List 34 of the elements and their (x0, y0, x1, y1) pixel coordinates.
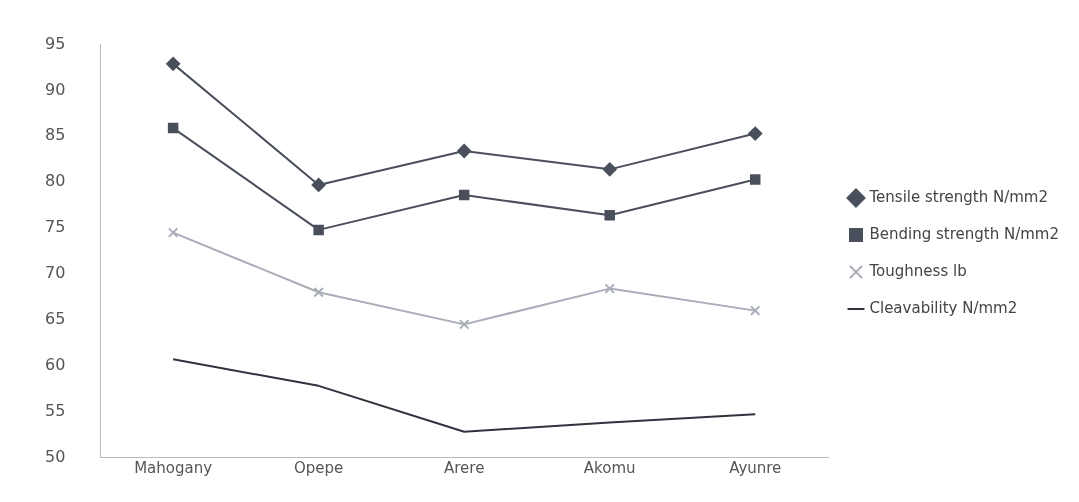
y-tick-label: 65 (45, 308, 66, 328)
y-tick-label: 85 (45, 125, 66, 145)
legend-label: Bending strength N/mm2 (869, 224, 1059, 243)
point (604, 209, 615, 221)
point (749, 305, 761, 316)
y-tick-label: 95 (45, 33, 66, 53)
point (749, 174, 761, 185)
point (458, 319, 470, 330)
y-tick-label: 60 (45, 354, 66, 374)
point (602, 162, 617, 177)
point (311, 177, 326, 192)
point (167, 122, 179, 134)
point (167, 227, 179, 238)
point (313, 287, 324, 298)
x-tick-label: Akomu (583, 459, 636, 478)
point (457, 144, 472, 159)
legend-label: Tensile strength N/mm2 (868, 187, 1048, 206)
x-tick-label: Mahogany (134, 459, 213, 478)
legend-label: Cleavability N/mm2 (869, 298, 1018, 317)
point (748, 126, 763, 141)
x-tick-label: Ayunre (729, 459, 782, 478)
y-tick-label: 55 (45, 400, 66, 420)
y-tick-label: 75 (45, 217, 66, 237)
point (458, 189, 470, 201)
x-tick-label: Opepe (294, 459, 344, 478)
y-tick-label: 80 (45, 171, 66, 191)
legend-label: Toughness lb (868, 261, 967, 280)
point (313, 224, 324, 236)
point (604, 283, 615, 294)
y-tick-label: 50 (45, 446, 66, 466)
y-tick-label: 70 (45, 263, 66, 283)
point (166, 56, 181, 71)
y-tick-label: 90 (45, 79, 66, 99)
x-tick-label: Arere (443, 459, 485, 478)
